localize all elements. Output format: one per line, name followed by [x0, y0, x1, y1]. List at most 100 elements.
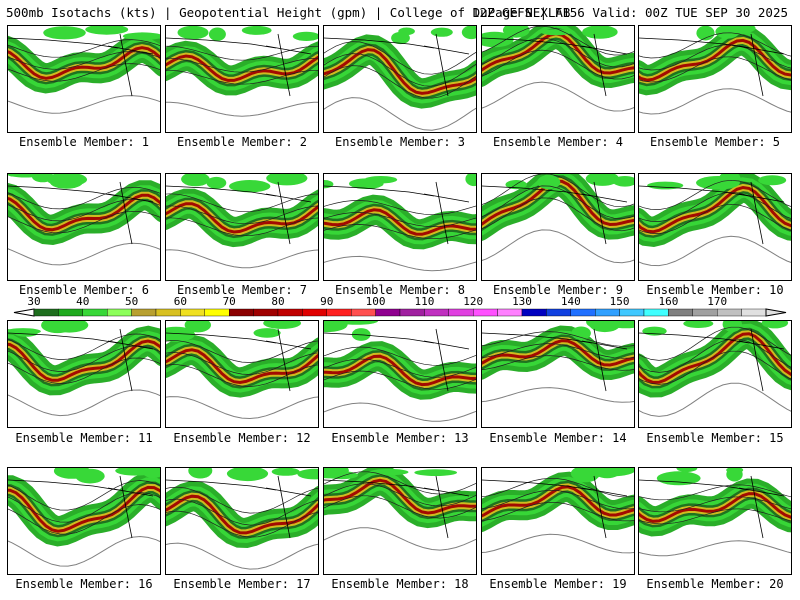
height-contour: [166, 364, 318, 387]
height-contour: [324, 483, 476, 507]
height-contour: [166, 205, 318, 225]
country-borders: [482, 328, 628, 392]
isotach-patch: [612, 176, 634, 187]
isotach-patch: [142, 468, 160, 478]
height-contour: [324, 255, 476, 272]
isotach-patch: [586, 321, 625, 330]
isotach-patch: [208, 27, 226, 41]
height-contour: [324, 65, 476, 99]
ensemble-member-label: Ensemble Member: 14: [489, 431, 627, 445]
height-contour: [639, 326, 791, 361]
scale-swatch: [668, 308, 694, 317]
height-contour: [166, 193, 318, 213]
height-contour: [324, 370, 476, 390]
height-contour: [8, 39, 160, 58]
country-borders: [166, 328, 312, 392]
isotach-patch: [676, 468, 698, 473]
ensemble-member-map: [165, 320, 319, 428]
height-contour: [324, 41, 476, 75]
ensemble-member-map: [323, 467, 477, 575]
jet-stream-map: [482, 174, 634, 264]
scale-swatch: [228, 308, 254, 317]
height-contour: [8, 535, 160, 567]
isotach-patch: [724, 26, 756, 34]
height-contour: [166, 340, 318, 363]
jet-stream-map: [166, 26, 318, 117]
scale-swatch: [302, 308, 327, 317]
height-contour: [8, 504, 160, 535]
scale-tick-label: 80: [271, 295, 285, 308]
scale-swatch: [106, 308, 132, 317]
height-contour: [324, 402, 476, 422]
isotach-patch: [292, 31, 318, 41]
ensemble-member-label: Ensemble Member: 4: [492, 135, 624, 149]
jet-stream-map: [8, 468, 160, 567]
country-borders: [8, 475, 154, 539]
height-contour: [166, 396, 318, 420]
country-borders: [166, 475, 312, 539]
isotach-patch: [325, 471, 358, 480]
country-borders: [639, 33, 785, 97]
scale-tick-label: 120: [463, 295, 484, 308]
isotach-patch: [683, 321, 714, 328]
scale-tick-label: 60: [173, 295, 188, 308]
height-contour: [166, 498, 318, 526]
height-contour: [8, 186, 160, 210]
header-title: 500mb Isotachs (kts) | Geopotential Heig…: [6, 5, 571, 20]
ensemble-member-label: Ensemble Member: 10: [646, 283, 784, 297]
isotach-patch: [266, 174, 308, 186]
height-contour: [482, 49, 634, 80]
jet-stream-map: [639, 26, 791, 115]
jet-stream-map: [324, 468, 476, 551]
isotach-patch: [46, 174, 88, 187]
isotach-patch: [241, 26, 272, 35]
country-borders: [639, 328, 785, 392]
height-contour: [166, 352, 318, 375]
height-contour: [482, 489, 634, 510]
height-contour: [166, 510, 318, 538]
jet-stream-map: [166, 174, 318, 269]
jet-stream-map: [8, 26, 160, 114]
height-contour: [324, 346, 476, 366]
ensemble-member-label: Ensemble Member: 9: [492, 283, 624, 297]
scale-swatch: [204, 308, 230, 317]
ensemble-member-label: Ensemble Member: 7: [176, 283, 308, 297]
height-contour: [482, 501, 634, 522]
ensemble-member-map: [481, 467, 635, 575]
map-header: 500mb Isotachs (kts) | Geopotential Heig…: [6, 4, 796, 22]
isotach-patch: [206, 176, 227, 189]
height-contour: [324, 97, 476, 131]
scale-swatch: [326, 308, 352, 317]
isotach-patch: [41, 321, 75, 334]
isotach-patch: [253, 328, 281, 338]
height-contour: [639, 191, 791, 222]
scale-swatch: [155, 308, 181, 317]
ensemble-member-map: [165, 467, 319, 575]
height-contour: [639, 32, 791, 59]
height-contour: [639, 56, 791, 83]
height-contour: [166, 542, 318, 570]
isotach-patch: [461, 26, 476, 40]
scale-tick-label: 170: [707, 295, 728, 308]
jet-stream-map: [8, 174, 160, 266]
height-contour: [166, 57, 318, 73]
ensemble-member-map: [7, 467, 161, 575]
isotach-patch: [188, 468, 213, 479]
isotach-patch: [271, 468, 300, 476]
country-borders: [324, 328, 470, 392]
isotach-patch: [582, 26, 618, 39]
scale-swatch: [521, 308, 547, 317]
header-run-info: 12Z GEFS | F156 Valid: 00Z TUE SEP 30 20…: [471, 5, 788, 20]
isotach-band: [166, 494, 318, 535]
isotach-patch: [181, 174, 210, 187]
height-contour: [482, 477, 634, 498]
scale-swatch: [33, 308, 59, 317]
isotach-band: [639, 185, 791, 234]
scale-tick-label: 100: [365, 295, 386, 308]
scale-tick-label: 50: [124, 295, 139, 308]
ensemble-member-map: [638, 467, 792, 575]
scale-arrow-right: [765, 308, 787, 317]
ensemble-member-map: [481, 320, 635, 428]
jet-stream-map: [324, 174, 476, 272]
country-borders: [639, 475, 785, 539]
